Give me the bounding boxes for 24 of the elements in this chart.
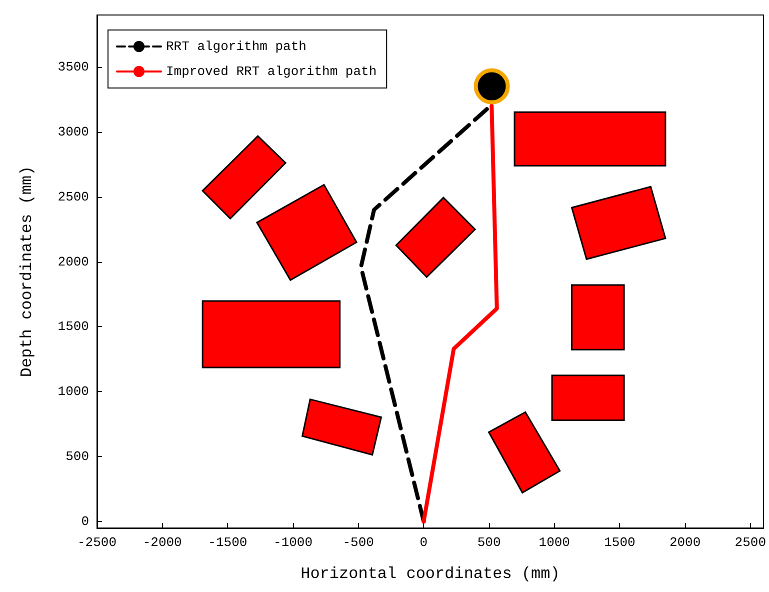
y-tick-label: 0 bbox=[81, 514, 89, 530]
x-tick-label: 500 bbox=[477, 535, 501, 550]
y-tick-label: 1500 bbox=[58, 319, 89, 334]
x-tick-label: -2000 bbox=[142, 535, 182, 550]
x-tick-label: 0 bbox=[420, 535, 428, 550]
legend-label: RRT algorithm path bbox=[166, 39, 306, 54]
y-tick-label: 500 bbox=[66, 449, 89, 464]
y-tick-label: 2500 bbox=[58, 189, 89, 204]
y-tick-label: 3500 bbox=[58, 59, 89, 74]
y-tick-label: 3000 bbox=[58, 124, 89, 140]
legend-label: Improved RRT algorithm path bbox=[166, 64, 377, 79]
x-tick-label: 1000 bbox=[538, 535, 570, 550]
x-tick-label: -500 bbox=[342, 535, 374, 550]
x-tick-label: 2500 bbox=[734, 535, 766, 550]
y-tick-label: 2000 bbox=[58, 254, 89, 270]
x-tick-label: 1500 bbox=[604, 535, 636, 550]
y-axis-title: Depth coordinates (mm) bbox=[18, 166, 36, 378]
y-tick-label: 1000 bbox=[58, 384, 89, 400]
x-tick-label: -2500 bbox=[77, 535, 117, 550]
x-tick-label: 2000 bbox=[669, 535, 701, 550]
x-axis-title: Horizontal coordinates (mm) bbox=[300, 565, 560, 583]
x-tick-label: -1500 bbox=[208, 535, 248, 550]
line-series bbox=[422, 104, 499, 524]
x-tick-label: -1000 bbox=[274, 535, 313, 550]
